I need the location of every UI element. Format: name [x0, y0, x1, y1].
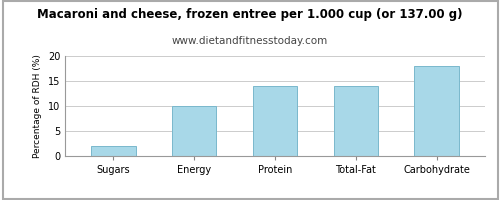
Text: Macaroni and cheese, frozen entree per 1.000 cup (or 137.00 g): Macaroni and cheese, frozen entree per 1… [37, 8, 463, 21]
Bar [91, 146, 136, 156]
Bar [334, 86, 378, 156]
Bar [414, 66, 459, 156]
Bar [172, 106, 216, 156]
Text: www.dietandfitnesstoday.com: www.dietandfitnesstoday.com [172, 36, 328, 46]
Y-axis label: Percentage of RDH (%): Percentage of RDH (%) [33, 54, 42, 158]
Bar [253, 86, 297, 156]
